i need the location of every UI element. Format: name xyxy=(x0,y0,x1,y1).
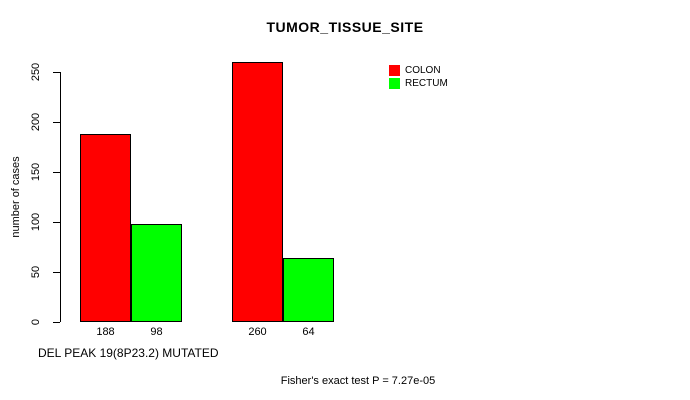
bar-value-label: 260 xyxy=(248,326,267,338)
bar-colon-group2 xyxy=(232,62,283,322)
y-axis-line xyxy=(60,72,61,322)
y-tick-label: 50 xyxy=(30,265,42,279)
y-tick xyxy=(53,222,60,223)
legend: COLON RECTUM xyxy=(389,64,448,90)
y-tick xyxy=(53,172,60,173)
legend-item-rectum: RECTUM xyxy=(389,77,448,89)
bar-colon-group1 xyxy=(80,134,131,322)
y-tick xyxy=(53,72,60,73)
bar-value-label: 98 xyxy=(150,326,163,338)
y-tick xyxy=(53,122,60,123)
legend-label-rectum: RECTUM xyxy=(405,77,448,89)
bar-value-label: 64 xyxy=(302,326,315,338)
y-axis-title: number of cases xyxy=(10,156,22,238)
y-tick-label: 150 xyxy=(30,162,42,182)
chart-title: TUMOR_TISSUE_SITE xyxy=(266,19,424,35)
y-tick xyxy=(53,322,60,323)
y-tick-label: 0 xyxy=(30,318,42,326)
y-tick-label: 200 xyxy=(30,112,42,132)
bar-rectum-group1 xyxy=(131,224,182,322)
bar-rectum-group2 xyxy=(283,258,334,322)
y-tick-label: 250 xyxy=(30,62,42,82)
x-axis-note: DEL PEAK 19(8P23.2) MUTATED xyxy=(38,346,219,360)
bar-value-label: 188 xyxy=(96,326,115,338)
legend-label-colon: COLON xyxy=(405,64,441,76)
pvalue-footnote: Fisher's exact test P = 7.27e-05 xyxy=(280,375,436,387)
legend-item-colon: COLON xyxy=(389,64,448,76)
y-tick xyxy=(53,272,60,273)
rectum-swatch-icon xyxy=(389,77,400,89)
colon-swatch-icon xyxy=(389,64,400,76)
y-tick-label: 100 xyxy=(30,212,42,232)
